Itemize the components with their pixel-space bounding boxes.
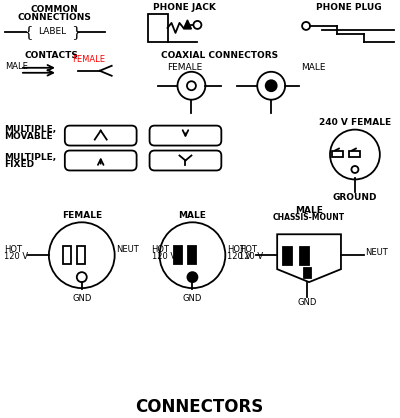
Circle shape	[187, 81, 196, 90]
Circle shape	[160, 222, 225, 288]
Text: CONTACTS: CONTACTS	[25, 51, 79, 60]
Text: MALE: MALE	[301, 63, 326, 72]
Text: PHONE PLUG: PHONE PLUG	[316, 3, 382, 13]
Bar	[188, 246, 196, 264]
Bar	[77, 246, 85, 264]
Bar	[300, 247, 309, 265]
FancyBboxPatch shape	[65, 150, 137, 171]
FancyBboxPatch shape	[150, 150, 221, 171]
FancyBboxPatch shape	[150, 125, 221, 145]
FancyBboxPatch shape	[65, 125, 137, 145]
Circle shape	[194, 21, 202, 29]
Polygon shape	[277, 234, 341, 282]
Text: GND: GND	[72, 293, 92, 303]
Text: NEUT: NEUT	[116, 245, 138, 254]
Text: 120 V: 120 V	[239, 252, 264, 261]
Text: GND: GND	[183, 293, 202, 303]
Text: PHONE JACK: PHONE JACK	[153, 3, 216, 13]
Circle shape	[330, 130, 380, 179]
Bar	[304, 268, 311, 278]
Text: CHASSIS-MOUNT: CHASSIS-MOUNT	[273, 213, 345, 222]
Text: HOT: HOT	[239, 245, 257, 254]
Circle shape	[257, 72, 285, 99]
Text: MALE: MALE	[295, 206, 323, 215]
Text: LABEL: LABEL	[38, 28, 66, 36]
Text: {: {	[23, 25, 33, 39]
Text: FEMALE: FEMALE	[72, 55, 105, 64]
Text: HOT: HOT	[152, 245, 170, 254]
Text: HOT: HOT	[4, 245, 22, 254]
Circle shape	[352, 166, 358, 173]
Bar	[63, 246, 71, 264]
Text: MOVABLE: MOVABLE	[4, 132, 53, 141]
Text: HOT: HOT	[227, 245, 245, 254]
Bar	[148, 14, 168, 42]
Text: 120 V: 120 V	[4, 252, 28, 261]
Circle shape	[266, 80, 277, 91]
Bar	[332, 150, 343, 156]
Circle shape	[77, 272, 87, 282]
Text: FIXED: FIXED	[4, 160, 34, 169]
Bar	[283, 247, 292, 265]
Text: }: }	[71, 25, 81, 39]
Text: MULTIPLE,: MULTIPLE,	[4, 153, 56, 162]
Circle shape	[178, 72, 205, 99]
Text: MALE: MALE	[178, 211, 206, 220]
Text: NEUT: NEUT	[365, 248, 388, 257]
Text: 120 V: 120 V	[227, 252, 252, 261]
Text: 120 V: 120 V	[152, 252, 176, 261]
Bar	[349, 150, 360, 156]
Polygon shape	[184, 20, 192, 29]
Circle shape	[188, 272, 198, 282]
Text: FEMALE: FEMALE	[167, 63, 202, 72]
Text: COAXIAL CONNECTORS: COAXIAL CONNECTORS	[161, 51, 278, 60]
Text: GND: GND	[297, 298, 317, 306]
Text: MULTIPLE,: MULTIPLE,	[4, 125, 56, 134]
Text: MALE: MALE	[5, 62, 28, 71]
Text: GROUND: GROUND	[333, 193, 377, 202]
Circle shape	[302, 22, 310, 30]
Text: CONNECTIONS: CONNECTIONS	[18, 13, 92, 23]
Bar	[174, 246, 182, 264]
Text: FEMALE: FEMALE	[62, 211, 102, 220]
Text: CONNECTORS: CONNECTORS	[135, 398, 264, 416]
Text: COMMON: COMMON	[31, 5, 79, 15]
Circle shape	[49, 222, 115, 288]
Text: 240 V FEMALE: 240 V FEMALE	[319, 118, 391, 127]
